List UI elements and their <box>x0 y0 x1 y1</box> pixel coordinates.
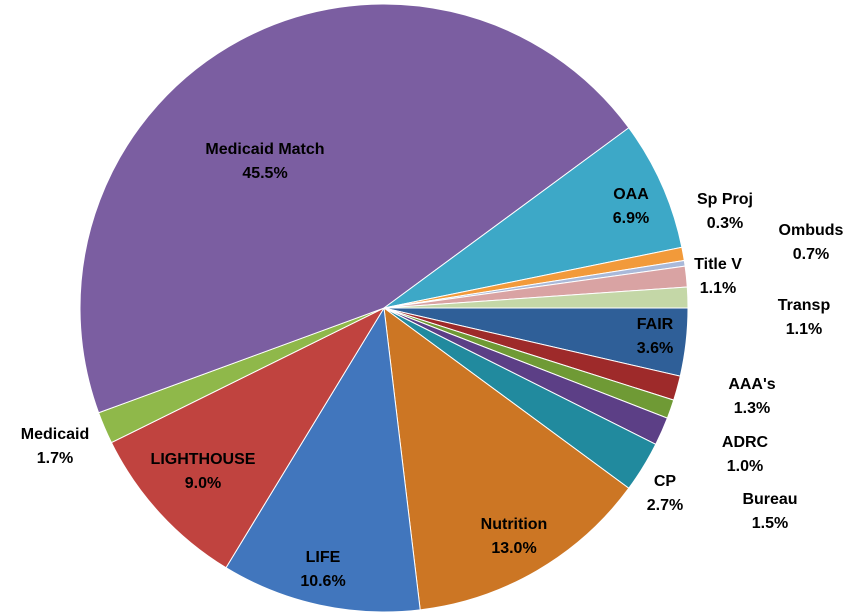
slice-value-label: 3.6% <box>637 340 673 357</box>
slice-value-label: 45.5% <box>242 165 287 182</box>
slice-value-label: 1.5% <box>752 515 788 532</box>
slice-label: Transp <box>778 297 831 314</box>
slice-value-label: 6.9% <box>613 210 649 227</box>
slice-value-label: 10.6% <box>300 573 345 590</box>
slice-label: OAA <box>613 186 649 203</box>
slice-label: CP <box>654 473 677 490</box>
pie-slice <box>383 127 683 309</box>
pie-slice <box>79 3 630 414</box>
pie-slice <box>110 306 386 569</box>
slice-label: Title V <box>694 256 742 273</box>
slice-label: Ombuds <box>779 222 844 239</box>
slice-value-label: 0.7% <box>793 246 829 263</box>
slice-value-label: 9.0% <box>185 475 221 492</box>
slice-value-label: 1.1% <box>700 280 736 297</box>
slice-label: LIGHTHOUSE <box>151 451 256 468</box>
slice-value-label: 0.3% <box>707 215 743 232</box>
slice-value-label: 1.1% <box>786 321 822 338</box>
slice-value-label: 1.7% <box>37 450 73 467</box>
pie-slice <box>225 306 421 612</box>
slice-label: Sp Proj <box>697 191 753 208</box>
slice-value-label: 13.0% <box>491 540 536 557</box>
slice-label: AAA's <box>728 376 775 393</box>
slice-label: Medicaid Match <box>205 141 324 158</box>
slice-label: Nutrition <box>481 516 548 533</box>
pie-slice <box>383 286 689 309</box>
slice-label: ADRC <box>722 434 769 451</box>
slice-label: FAIR <box>637 316 674 333</box>
slice-label: LIFE <box>306 549 341 566</box>
slice-value-label: 2.7% <box>647 497 683 514</box>
slice-value-label: 1.3% <box>734 400 770 417</box>
slice-value-label: 1.0% <box>727 458 763 475</box>
pie-slice <box>383 306 630 611</box>
slice-label: Bureau <box>742 491 797 508</box>
slice-label: Medicaid <box>21 426 89 443</box>
